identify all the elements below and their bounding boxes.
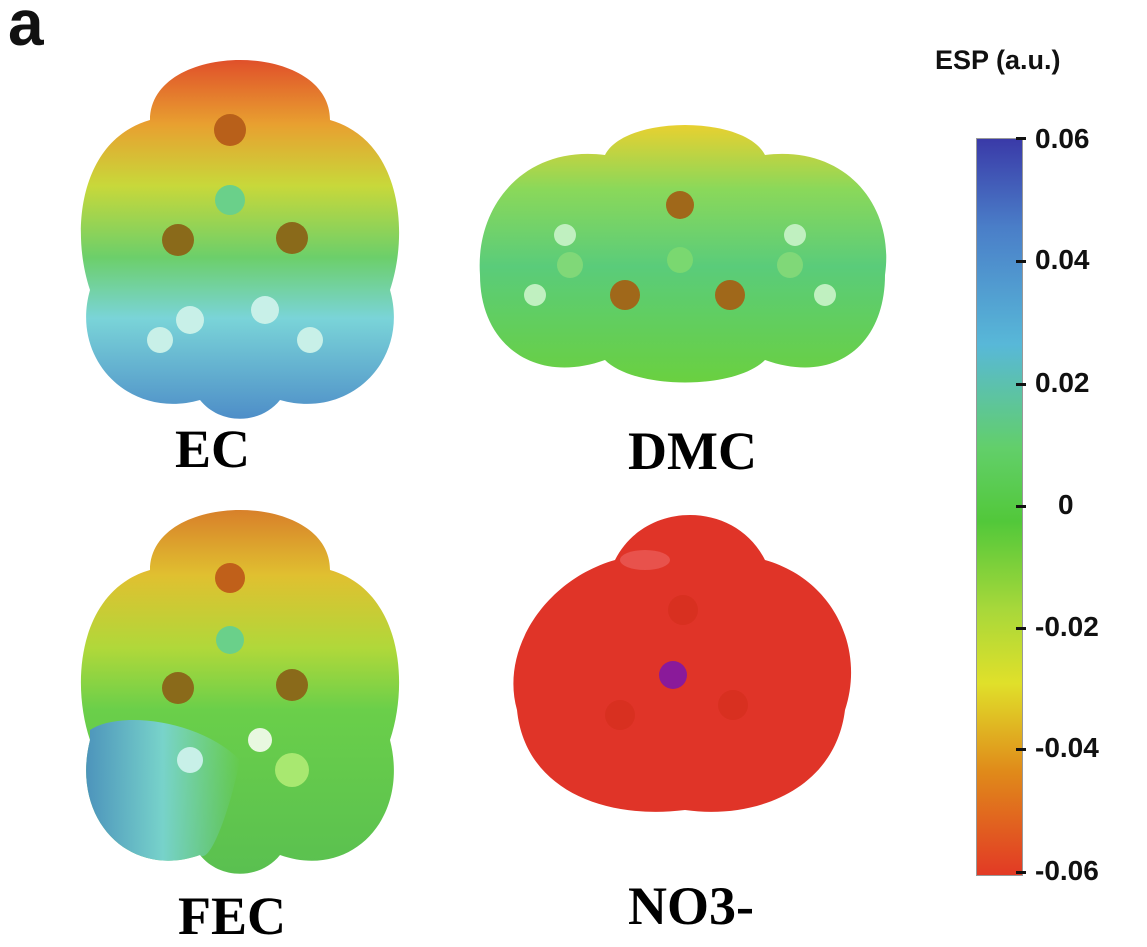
panel-label: a	[8, 0, 44, 59]
atom-o	[715, 280, 745, 310]
tick-label: 0.04	[1035, 244, 1090, 275]
atom-o	[718, 690, 748, 720]
tick-mark	[1016, 871, 1026, 874]
atom-n	[659, 661, 687, 689]
atom-c	[667, 247, 693, 273]
tick-label: -0.04	[1035, 732, 1099, 763]
tick-mark	[1016, 137, 1026, 140]
tick-label: 0.06	[1035, 123, 1090, 154]
tick-label: 0.02	[1035, 367, 1090, 398]
ec-label: EC	[175, 419, 251, 479]
atom-f	[275, 753, 309, 787]
colorbar-title: ESP (a.u.)	[935, 45, 1061, 75]
tick-label: 0	[1058, 489, 1074, 520]
atom-o	[668, 595, 698, 625]
atom-c	[777, 252, 803, 278]
tick-mark	[1016, 505, 1026, 508]
atom-c	[557, 252, 583, 278]
tick-mark	[1016, 260, 1026, 263]
atom-o	[605, 700, 635, 730]
atom-o	[162, 672, 194, 704]
dmc-label: DMC	[628, 421, 757, 481]
atom-h	[248, 728, 272, 752]
atom-o	[215, 563, 245, 593]
atom-h	[147, 327, 173, 353]
atom-h	[251, 296, 279, 324]
atom-h	[177, 747, 203, 773]
dmc-esp-surface	[479, 125, 887, 383]
esp-colorbar	[976, 138, 1023, 876]
atom-h	[784, 224, 806, 246]
tick-label: -0.06	[1035, 855, 1099, 886]
fec-esp-surface	[80, 510, 400, 874]
atom-h	[524, 284, 546, 306]
atom-o	[276, 669, 308, 701]
atom-o	[276, 222, 308, 254]
atom-c	[215, 185, 245, 215]
atom-h	[176, 306, 204, 334]
atom-h	[297, 327, 323, 353]
tick-label: -0.02	[1035, 611, 1099, 642]
atom-o	[666, 191, 694, 219]
atom-o	[162, 224, 194, 256]
atom-c	[216, 626, 244, 654]
tick-mark	[1016, 383, 1026, 386]
no3-label: NO3-	[628, 876, 754, 936]
fec-label: FEC	[178, 886, 286, 946]
no3-esp-surface	[513, 515, 852, 812]
tick-mark	[1016, 748, 1026, 751]
atom-o	[610, 280, 640, 310]
ec-esp-surface	[80, 60, 400, 419]
atom-h	[554, 224, 576, 246]
tick-mark	[1016, 627, 1026, 630]
atom-h	[814, 284, 836, 306]
atom-o	[214, 114, 246, 146]
